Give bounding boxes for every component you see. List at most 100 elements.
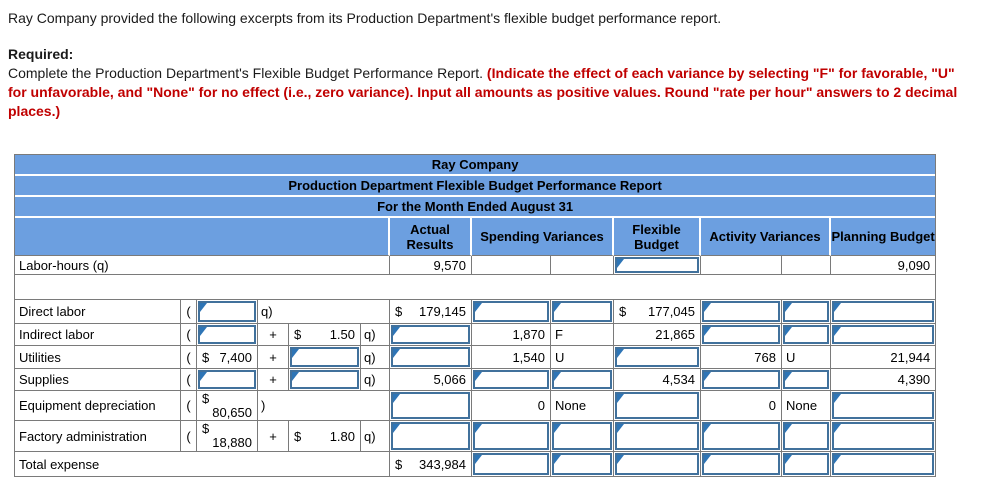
cell-indirect-labor-plus: + — [258, 324, 289, 346]
cell-factory-administration-fixed: $18,880 — [197, 421, 258, 452]
input-supplies-rate[interactable] — [290, 370, 359, 389]
cell-indirect-labor-label: Indirect labor — [15, 324, 181, 346]
input-equipment-depreciation-flexible[interactable] — [615, 392, 699, 419]
report-title-period: For the Month Ended August 31 — [15, 197, 936, 218]
input-equipment-depreciation-planning[interactable] — [832, 392, 935, 419]
cell-supplies-planning: 4,390 — [831, 369, 936, 391]
row-utilities: Utilities ( $7,400 + q) 1,540 U 768 U 21… — [15, 346, 936, 369]
required-label: Required: — [8, 46, 74, 62]
input-total-expense-spending-effect[interactable] — [552, 453, 612, 475]
cell-supplies-flexible: 4,534 — [614, 369, 701, 391]
cell-utilities-rate — [289, 346, 361, 369]
instruction-emphasis: (Indicate the effect of each variance by… — [8, 65, 958, 119]
report-table: Ray Company Production Department Flexib… — [14, 154, 937, 477]
input-corner-flag-icon — [834, 394, 841, 403]
input-factory-administration-planning[interactable] — [832, 422, 935, 450]
input-direct-labor-rate[interactable] — [198, 301, 256, 322]
input-total-expense-planning[interactable] — [832, 453, 935, 475]
cell-total-expense-activity-amount — [701, 452, 782, 476]
cell-indirect-labor-fixed — [197, 324, 258, 346]
row-equipment-depreciation: Equipment depreciation ( $80,650 ) 0 Non… — [15, 391, 936, 421]
instruction-text: Complete the Production Department's Fle… — [8, 65, 487, 81]
input-corner-flag-icon — [475, 372, 482, 381]
cell-factory-administration-plus: + — [258, 421, 289, 452]
input-direct-labor-spending-effect[interactable] — [552, 301, 612, 322]
cell-total-expense-label: Total expense — [15, 452, 390, 476]
input-corner-flag-icon — [554, 303, 561, 312]
currency-symbol: $ — [395, 304, 403, 319]
input-corner-flag-icon — [704, 303, 711, 312]
cell-direct-labor-spending-effect — [551, 300, 614, 324]
spacer-row — [15, 275, 936, 300]
input-indirect-labor-actual[interactable] — [391, 325, 470, 344]
cell-equipment-depreciation-planning — [831, 391, 936, 421]
input-factory-administration-flexible[interactable] — [615, 422, 699, 450]
input-factory-administration-spending-amount[interactable] — [473, 422, 549, 450]
input-corner-flag-icon — [834, 303, 841, 312]
currency-symbol: $ — [294, 327, 302, 342]
input-equipment-depreciation-actual[interactable] — [391, 392, 470, 419]
header-actual-results: Actual Results — [390, 218, 472, 256]
cell-utilities-activity-effect: U — [782, 346, 831, 369]
input-corner-flag-icon — [834, 327, 841, 336]
input-corner-flag-icon — [617, 424, 624, 433]
cell-utilities-spending-amount: 1,540 — [472, 346, 551, 369]
input-indirect-labor-activity-amount[interactable] — [702, 325, 780, 344]
cell-factory-administration-activity-amount — [701, 421, 782, 452]
cell-direct-labor-q-close: q) — [258, 300, 390, 324]
cell-direct-labor-rate — [197, 300, 258, 324]
input-direct-labor-activity-amount[interactable] — [702, 301, 780, 322]
cell-labor-hours-activity-effect — [782, 256, 831, 275]
input-direct-labor-activity-effect[interactable] — [783, 301, 829, 322]
input-total-expense-flexible[interactable] — [615, 453, 699, 475]
cell-utilities-spending-effect: U — [551, 346, 614, 369]
row-factory-administration: Factory administration ( $18,880 + $1.80… — [15, 421, 936, 452]
cell-factory-administration-flexible — [614, 421, 701, 452]
row-indirect-labor: Indirect labor ( + $1.50 q) 1,870 F 21,8… — [15, 324, 936, 346]
input-indirect-labor-fixed[interactable] — [198, 325, 256, 344]
input-supplies-activity-effect[interactable] — [783, 370, 829, 389]
cell-utilities-label: Utilities — [15, 346, 181, 369]
input-supplies-spending-effect[interactable] — [552, 370, 612, 389]
cell-factory-administration-spending-effect — [551, 421, 614, 452]
input-corner-flag-icon — [554, 424, 561, 433]
cell-supplies-rate — [289, 369, 361, 391]
input-corner-flag-icon — [292, 372, 299, 381]
input-corner-flag-icon — [393, 394, 400, 403]
input-corner-flag-icon — [617, 349, 624, 358]
input-total-expense-activity-effect[interactable] — [783, 453, 829, 475]
input-total-expense-spending-amount[interactable] — [473, 453, 549, 475]
input-corner-flag-icon — [834, 424, 841, 433]
input-direct-labor-spending-amount[interactable] — [473, 301, 549, 322]
input-corner-flag-icon — [475, 303, 482, 312]
cell-labor-hours-label: Labor-hours (q) — [15, 256, 390, 275]
cell-supplies-activity-effect — [782, 369, 831, 391]
cell-direct-labor-activity-effect — [782, 300, 831, 324]
input-utilities-actual[interactable] — [391, 347, 470, 367]
input-total-expense-activity-amount[interactable] — [702, 453, 780, 475]
cell-labor-hours-actual: 9,570 — [390, 256, 472, 275]
input-corner-flag-icon — [704, 327, 711, 336]
input-corner-flag-icon — [475, 424, 482, 433]
input-supplies-fixed[interactable] — [198, 370, 256, 389]
input-utilities-rate[interactable] — [290, 347, 359, 367]
currency-symbol: $ — [202, 391, 210, 406]
input-labor-hours-flexible-budget[interactable] — [615, 257, 699, 273]
input-factory-administration-activity-amount[interactable] — [702, 422, 780, 450]
input-supplies-activity-amount[interactable] — [702, 370, 780, 389]
input-indirect-labor-activity-effect[interactable] — [783, 325, 829, 344]
input-factory-administration-activity-effect[interactable] — [783, 422, 829, 450]
input-factory-administration-spending-effect[interactable] — [552, 422, 612, 450]
cell-factory-administration-spending-amount — [472, 421, 551, 452]
input-corner-flag-icon — [617, 259, 624, 268]
input-utilities-flexible[interactable] — [615, 347, 699, 367]
input-supplies-spending-amount[interactable] — [473, 370, 549, 389]
input-direct-labor-planning[interactable] — [832, 301, 935, 322]
input-indirect-labor-planning[interactable] — [832, 325, 935, 344]
input-corner-flag-icon — [785, 455, 792, 464]
cell-direct-labor-spending-amount — [472, 300, 551, 324]
rate-amount: 1.50 — [329, 327, 355, 342]
cell-equipment-depreciation-spending-amount: 0 — [472, 391, 551, 421]
input-factory-administration-actual[interactable] — [391, 422, 470, 450]
input-corner-flag-icon — [554, 372, 561, 381]
